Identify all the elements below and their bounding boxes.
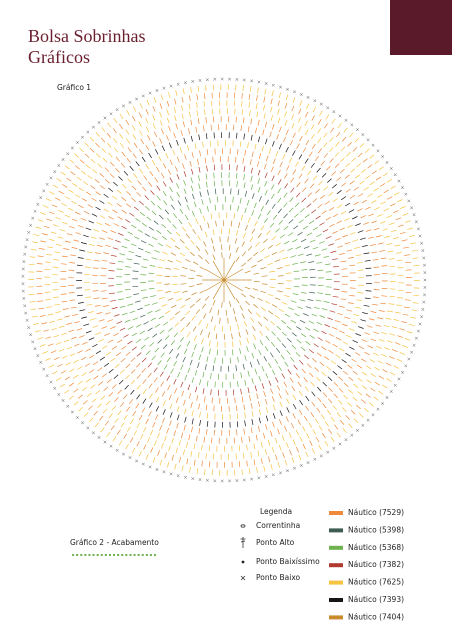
crochet-chart [21,77,427,483]
legend-item: Ponto Baixo [256,573,301,582]
stitch-round [156,212,292,348]
chart-label: Gráfico 2 - Acabamento [70,538,159,547]
stitch-round [124,180,324,380]
stitch-round [92,148,356,412]
color-swatch [329,615,343,620]
stitch-round [188,244,260,316]
legend-item: Náutico (7393) [348,595,404,604]
legend-item: Náutico (7382) [348,560,404,569]
corner-block [390,0,452,55]
legend-item: Náutico (5398) [348,525,404,534]
legend-title: Legenda [260,507,292,516]
color-swatch [329,563,343,568]
stitch-round [172,228,276,332]
stitch-round [76,132,372,428]
stitch-round [196,252,252,308]
legend-item: Correntinha [256,521,300,530]
stitch-round [84,140,364,420]
legend-item: Náutico (7404) [348,612,404,621]
stitch-round [132,188,316,372]
color-swatch [329,545,343,550]
legend-item: Náutico (7529) [348,508,404,517]
stitch-round [116,172,332,388]
stitch-round [68,124,380,436]
legend-item: Náutico (7625) [348,578,404,587]
title: Bolsa Sobrinhas [28,26,146,46]
stitch-round [28,84,420,476]
stitch-round [100,156,348,404]
chart-label: Gráfico 1 [57,83,91,92]
stitch-round [52,108,396,452]
stitch-round [202,258,246,302]
legend-item: Náutico (5368) [348,543,404,552]
stitch-round [60,116,388,444]
stitch-round [148,204,300,356]
color-swatch [329,580,343,585]
chain-icon [240,524,246,528]
slip-stitch-icon [241,560,245,564]
legend-item: Ponto Alto [256,538,295,547]
legend-item: Ponto Baixíssimo [256,557,320,566]
stitch-round [140,196,308,364]
single-crochet-icon [240,575,246,581]
stitch-round [44,100,404,460]
double-crochet-icon [240,537,246,548]
color-swatch [329,511,343,515]
stitch-round [108,164,340,396]
stitch-round [36,92,412,468]
title: Gráficos [28,47,90,67]
color-swatch [329,598,343,602]
stitch-round [180,236,268,324]
stitch-round [164,220,284,340]
color-swatch [329,528,343,533]
stitch-round [21,77,427,483]
